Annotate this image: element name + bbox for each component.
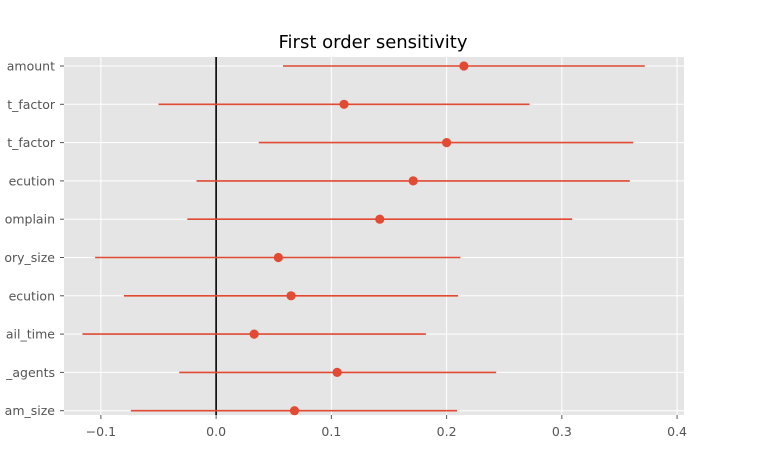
x-tick-label: 0.3 [552, 424, 572, 439]
data-point [332, 367, 342, 377]
x-axis: −0.1 0.0 0.1 0.2 0.3 0.4 [86, 415, 687, 439]
y-tick-label: ory_size [4, 250, 55, 265]
data-point [249, 329, 259, 339]
series-marks [82, 61, 645, 416]
data-point [286, 291, 296, 301]
data-point [289, 406, 300, 416]
y-tick-label: _agents [5, 365, 55, 380]
x-tick-label: 0.4 [667, 424, 687, 439]
y-tick-label: t_factor [7, 135, 56, 150]
data-point [408, 176, 418, 186]
data-point [459, 61, 469, 71]
plot-area [64, 57, 684, 415]
data-point [375, 214, 385, 224]
y-tick-label: t_factor [7, 97, 56, 112]
y-tick-label: ecution [9, 288, 55, 303]
y-tick-label: omplain [5, 212, 55, 227]
y-tick-label: ecution [9, 173, 55, 188]
y-tick-label: ail_time [6, 327, 55, 342]
x-tick-label: 0.2 [437, 424, 457, 439]
y-tick-label: am_size [5, 403, 56, 418]
x-tick-label: −0.1 [86, 424, 116, 439]
data-point [273, 252, 283, 263]
data-point [339, 99, 349, 109]
chart-title: First order sensitivity [279, 32, 468, 53]
y-tick-label: amount [7, 59, 55, 74]
data-point [442, 138, 452, 148]
x-tick-label: 0.0 [206, 424, 226, 439]
x-tick-label: 0.1 [321, 424, 341, 439]
